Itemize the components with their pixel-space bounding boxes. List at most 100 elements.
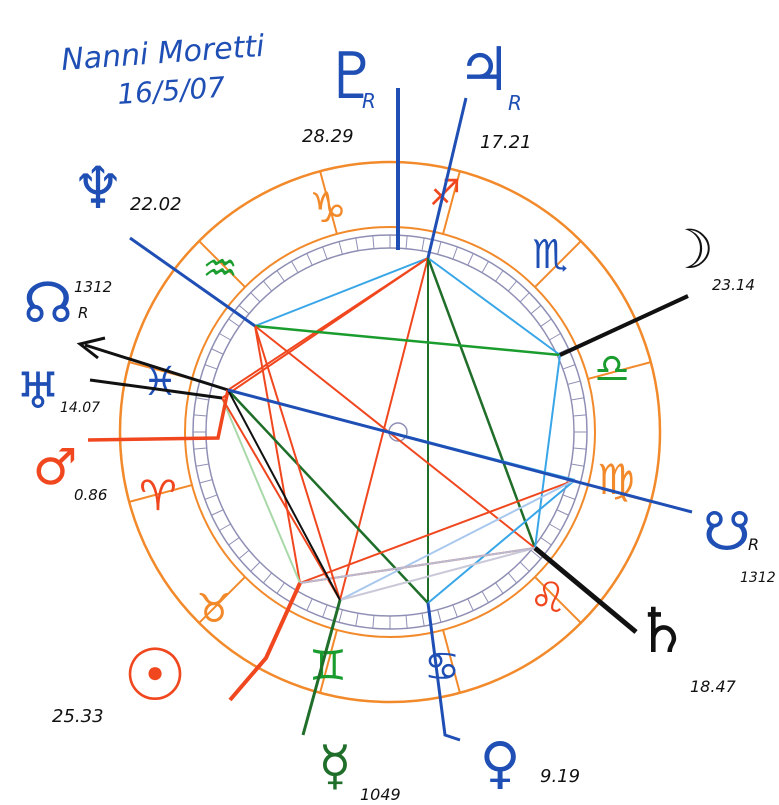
jupiter-glyph: ♃ bbox=[457, 35, 511, 105]
mars-glyph: ♂ bbox=[33, 438, 78, 496]
aspect-line bbox=[221, 397, 341, 601]
chart-title: Nanni Moretti 16/5/07 bbox=[60, 29, 266, 111]
degree-tick bbox=[571, 463, 585, 467]
degree-tick bbox=[322, 246, 328, 260]
neptune-pointer bbox=[129, 236, 256, 328]
aspect-line bbox=[427, 479, 576, 604]
sign-divider bbox=[534, 576, 582, 624]
jupiter-retro: R bbox=[508, 91, 522, 115]
aspect-line bbox=[427, 257, 561, 356]
venus-pointer bbox=[426, 602, 461, 742]
uranus-pointer bbox=[89, 378, 223, 400]
degree-tick bbox=[481, 261, 489, 273]
degree-tick bbox=[573, 447, 587, 450]
degree-tick bbox=[199, 479, 213, 484]
degree-tick bbox=[338, 609, 343, 623]
aspect-line bbox=[254, 257, 429, 327]
sun-pointer bbox=[228, 582, 302, 702]
degree-tick bbox=[467, 598, 474, 611]
north-node-arrow bbox=[76, 336, 106, 360]
degree-tick bbox=[204, 494, 218, 500]
aspect-line bbox=[299, 479, 576, 584]
sign-divider bbox=[128, 484, 193, 503]
degree-tick bbox=[306, 253, 313, 266]
south-node-glyph: ☋ bbox=[703, 500, 751, 563]
aspect-line bbox=[339, 547, 536, 601]
degree-tick bbox=[250, 561, 261, 572]
degree-tick bbox=[437, 609, 442, 623]
degree-tick bbox=[530, 304, 542, 315]
mercury-glyph: ☿ bbox=[318, 734, 351, 797]
planet-labels: ♇ R 28.29 ♃ R 17.21 ♆ 22.02 ☊ 1312 R ♅ 1… bbox=[16, 35, 776, 804]
sign-sagittarius: ♐ bbox=[429, 173, 461, 214]
degree-tick bbox=[355, 613, 359, 627]
pluto-degree: 28.29 bbox=[302, 126, 354, 147]
degree-tick bbox=[405, 235, 408, 249]
degree-tick bbox=[204, 364, 218, 370]
mercury-pointer-black bbox=[227, 389, 341, 601]
degree-tick bbox=[372, 615, 375, 629]
sign-divider bbox=[534, 240, 582, 288]
neptune-glyph: ♆ bbox=[72, 154, 124, 222]
degree-tick bbox=[507, 280, 518, 292]
mars-degree: 0.86 bbox=[74, 486, 107, 504]
degree-tick bbox=[219, 333, 231, 341]
degree-tick bbox=[262, 280, 273, 292]
degree-tick bbox=[452, 246, 458, 260]
mercury-degree: 1049 bbox=[360, 785, 401, 804]
aspect-line bbox=[254, 325, 536, 549]
degree-tick bbox=[530, 549, 542, 560]
aspect-line bbox=[221, 397, 301, 584]
degree-tick bbox=[238, 549, 250, 560]
aspect-line bbox=[534, 354, 561, 549]
sign-aries: ♈ bbox=[139, 471, 177, 520]
degree-tick bbox=[562, 494, 576, 500]
saturn-glyph: ♄ bbox=[634, 594, 690, 667]
degree-tick bbox=[193, 414, 207, 417]
degree-tick bbox=[195, 397, 209, 401]
degree-tick bbox=[540, 318, 552, 327]
aspect-line bbox=[254, 325, 341, 601]
degree-tick bbox=[211, 509, 224, 516]
sign-libra: ♎ bbox=[594, 346, 630, 392]
degree-tick bbox=[195, 463, 209, 467]
degree-tick bbox=[421, 237, 425, 251]
uranus-glyph: ♅ bbox=[16, 362, 61, 420]
venus-degree: 9.19 bbox=[540, 766, 580, 787]
sign-pisces: ♓ bbox=[142, 359, 178, 405]
sign-divider bbox=[442, 629, 461, 694]
moon-glyph: ☽ bbox=[666, 218, 714, 281]
degree-tick bbox=[571, 397, 585, 401]
degree-tick bbox=[276, 270, 285, 282]
degree-tick bbox=[355, 237, 359, 251]
degree-tick bbox=[193, 447, 207, 450]
degree-tick bbox=[573, 414, 587, 417]
sign-divider bbox=[198, 576, 246, 624]
aspect-line bbox=[254, 324, 561, 357]
aspect-line bbox=[221, 257, 429, 399]
degree-tick bbox=[495, 270, 504, 282]
pluto-glyph: ♇ bbox=[323, 40, 380, 114]
degree-tick bbox=[495, 582, 504, 594]
sun-degree: 25.33 bbox=[52, 706, 104, 727]
degree-tick bbox=[228, 318, 240, 327]
degree-ticks bbox=[193, 235, 587, 629]
degree-tick bbox=[540, 537, 552, 546]
sign-divider bbox=[587, 361, 652, 380]
degree-tick bbox=[322, 604, 328, 618]
title-name: Nanni Moretti bbox=[60, 29, 266, 78]
aspect-line bbox=[227, 389, 429, 604]
planet-pointers bbox=[76, 88, 693, 742]
south-node-degree: 1312 bbox=[740, 570, 776, 586]
degree-tick bbox=[467, 253, 474, 266]
degree-tick bbox=[549, 523, 561, 531]
jupiter-pointer bbox=[426, 97, 468, 259]
degree-tick bbox=[211, 348, 224, 355]
sign-divider bbox=[442, 170, 461, 235]
aspect-line bbox=[426, 257, 537, 549]
mercury-pointer bbox=[301, 599, 342, 736]
degree-tick bbox=[481, 591, 489, 603]
degree-tick bbox=[276, 582, 285, 594]
jupiter-degree: 17.21 bbox=[480, 132, 532, 153]
